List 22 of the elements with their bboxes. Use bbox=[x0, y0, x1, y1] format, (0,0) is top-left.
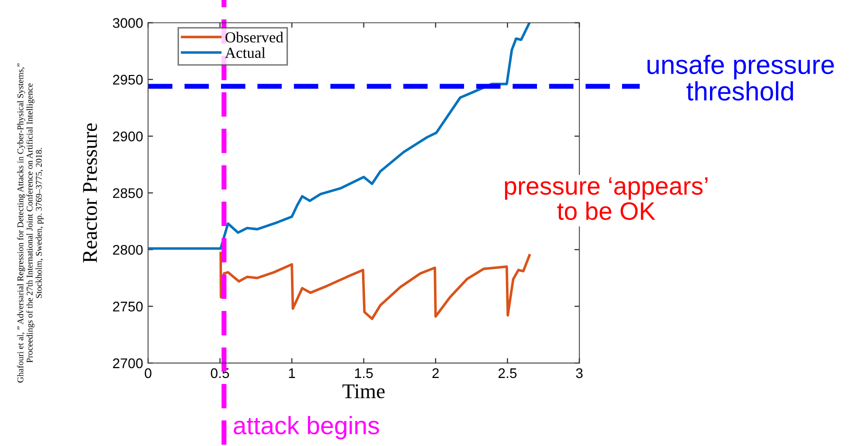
y-tick-label: 2750 bbox=[113, 302, 143, 312]
x-tick-label: 0 bbox=[144, 368, 152, 378]
x-tick-label: 1 bbox=[289, 368, 296, 378]
annotation: pressure ‘appears’ to be OK bbox=[504, 177, 708, 220]
y-axis-title: Reactor Pressure bbox=[83, 123, 97, 263]
y-tick-label: 2700 bbox=[113, 358, 143, 368]
y-tick-label: 2950 bbox=[113, 74, 143, 85]
y-tick-label: 2900 bbox=[113, 132, 143, 142]
legend-label: Observed bbox=[226, 32, 284, 43]
x-tick-label: 3 bbox=[576, 368, 583, 378]
x-tick-label: 1.5 bbox=[355, 368, 373, 378]
x-axis-title: Time bbox=[342, 384, 385, 398]
line-series bbox=[219, 252, 531, 320]
legend-label: Actual bbox=[225, 47, 266, 58]
text: Ghafouri et al, ” Adversarial Regression for Detecting Attacks in Cyber-Physical Systems,” Proceedings of the 27th International Joint Conference on Artificial Intelligence Stockholm, Sweden, pp. 3769–3775, 2018. bbox=[17, 63, 44, 383]
y-tick-label: 3000 bbox=[112, 18, 143, 28]
x-tick-label: 2 bbox=[432, 368, 439, 378]
ref-line-label: unsafe pressure threshold bbox=[648, 54, 834, 101]
y-tick-label: 2850 bbox=[113, 188, 143, 198]
y-tick-label: 2800 bbox=[113, 244, 143, 255]
x-tick-label: 2.5 bbox=[498, 368, 517, 378]
ref-line-label: attack begins bbox=[234, 416, 380, 440]
